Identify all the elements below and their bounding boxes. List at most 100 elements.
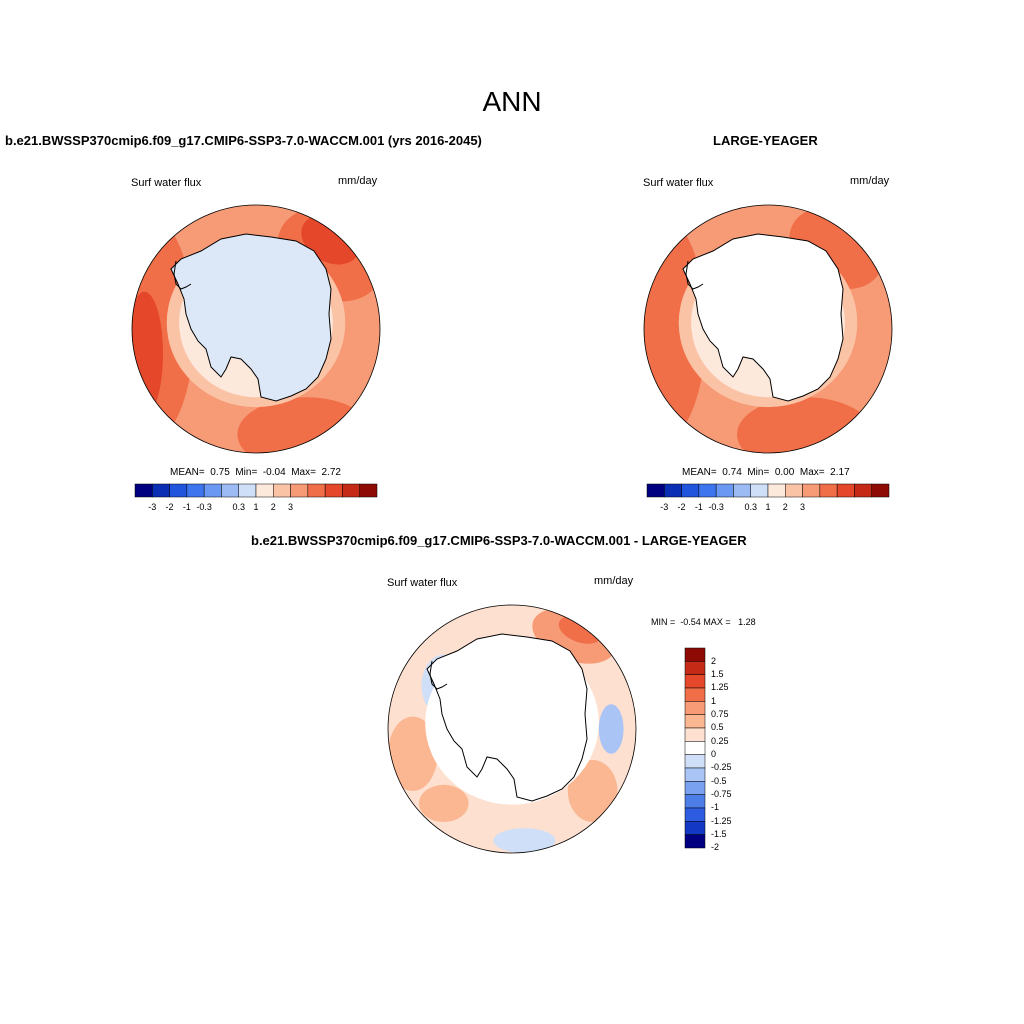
panel-3-variable-label: Surf water flux [387,577,458,589]
panel-3-colorbar-swatch [684,767,706,782]
panel-2-max-label: Max= [799,467,825,478]
panel-3-contour-blob [388,716,438,791]
panel-3-colorbar-tick-label: 0.25 [711,735,729,746]
panel-2-antarctica-outline [682,233,844,402]
panel-3-colorbar-tick-label: 1.25 [711,682,729,693]
panel-3-colorbar-tick-label: -0.25 [711,762,732,773]
panel-1-variable-label: Surf water flux [131,177,202,189]
panel-1-stats: MEAN= 0.75 Min= -0.04 Max= 2.72 [170,467,341,478]
panel-3-colorbar-tick-label: -2 [711,842,720,853]
panel-3-colorbar-tick-label: 1.5 [711,669,724,679]
panel-3-colorbar-swatch [684,727,706,742]
panel-1-colorbar-tick-label: 0.3 [232,502,245,512]
panel-3-colorbar-swatch [684,754,706,769]
panel-3-max-value: 1.28 [738,617,756,627]
panel-2-colorbar: -3 -2 -1 -0.3 0.3 1 2 3 [646,483,890,514]
panel-1-colorbar-tick-label: 1 [253,502,259,512]
panel-3-colorbar-swatch [684,741,706,755]
panel-3-colorbar-swatch [684,661,706,675]
panel-3-colorbar-swatch [684,687,706,702]
panel-1-title: b.e21.BWSSP370cmip6.f09_g17.CMIP6-SSP3-7… [5,133,482,148]
panel-2-min-label: Min= [747,467,770,478]
panel-2-colorbar-tick-label: 1 [765,502,771,512]
panel-3-colorbar-tick-label: 2 [711,655,717,666]
panel-2-mean-value: 0.74 [722,467,742,478]
panel-1-colorbar-tick-label: 2 [270,502,276,512]
panel-3-colorbar: 2 1.5 1.25 1 0.75 0.5 0.25 0 -0.25 -0.5 -0.75 -1 -1.… [684,647,745,852]
panel-2-colorbar-swatch [871,483,890,498]
panel-2-map-border [643,204,893,454]
panel-2-contour-blob [644,217,706,441]
panel-3-colorbar-tick-label: 0.5 [711,722,724,733]
panel-3-contour-blob [493,828,556,853]
panel-1-colorbar-tick-label: -1 [182,502,191,512]
panel-1-min-value: -0.04 [262,467,286,478]
panel-3-colorbar-tick-label: -0.5 [711,775,727,786]
panel-1-colorbar-swatch [359,483,378,498]
panel-3-contour-blob [567,760,618,822]
panel-2-title: LARGE-YEAGER [713,133,818,148]
figure-title: ANN [482,86,542,117]
panel-3-colorbar-swatch [684,821,706,835]
panel-3-title: b.e21.BWSSP370cmip6.f09_g17.CMIP6-SSP3-7… [251,533,747,548]
panel-3-colorbar-tick-label: 0 [711,749,717,759]
panel-2-variable-label: Surf water flux [643,177,714,189]
panel-2-colorbar-tick-label: 3 [800,502,806,512]
panel-1-units-label: mm/day [338,175,378,187]
panel-3-colorbar-tick-label: -1.5 [711,829,727,839]
panel-3-field [388,605,636,853]
panel-1-colorbar-tick-label: -3 [148,502,157,512]
panel-2-field [644,205,892,453]
panel-3-colorbar-tick-label: -1.25 [711,815,732,826]
panel-3-antarctica-outline [426,633,588,802]
panel-2-colorbar-tick-label: 0.3 [744,502,757,512]
panel-1-field [132,205,380,453]
panel-3-colorbar-swatch [684,674,706,689]
panel-3-min-label: MIN = [651,617,676,627]
panel-1-mean-value: 0.75 [210,467,230,478]
panel-3-colorbar-tick-label: 0.75 [711,709,729,719]
panel-1-colorbar-tick-label: -0.3 [196,502,212,512]
panel-1-colorbar-tick-label: -2 [165,502,174,512]
panel-1-mean-label: MEAN= [170,467,205,478]
panel-1-colorbar: -3 -2 -1 -0.3 0.3 1 2 3 [134,483,378,514]
panel-2-colorbar-tick-label: 2 [782,502,788,512]
panel-1-colorbar-tick-label: 3 [288,502,294,512]
panel-2-min-value: 0.00 [774,467,795,478]
panel-2-units-label: mm/day [850,175,890,187]
panel-3-colorbar-swatch [684,701,706,715]
panel-3-colorbar-swatch [684,781,706,795]
panel-3-min-value: -0.54 [680,617,701,627]
panel-1-map-border [131,204,381,454]
panel-2-stats: MEAN= 0.74 Min= 0.00 Max= 2.17 [682,467,850,478]
panel-1-max-label: Max= [291,467,316,478]
panel-1-min-label: Min= [235,467,258,478]
panel-3-colorbar-swatch [684,834,706,849]
panel-2-max-value: 2.17 [830,467,850,478]
panel-3-colorbar-tick-label: 1 [711,695,717,706]
panel-3-peninsula-outline [429,660,448,690]
panel-1-antarctica-outline [170,233,332,402]
panel-3-minmax: MIN = -0.54 MAX = 1.28 [651,617,756,627]
panel-3-colorbar-swatch [684,714,706,729]
panel-2-mean-label: MEAN= [682,467,717,478]
panel-3-colorbar-tick-label: -0.75 [711,789,732,799]
panel-3-max-label: MAX = [703,617,731,627]
panel-3-contour-blob [598,704,624,754]
panel-2-colorbar-tick-label: -1 [694,502,703,512]
panel-1-peninsula-outline [173,260,192,290]
panel-3-colorbar-swatch [684,794,706,809]
panel-2-colorbar-tick-label: -2 [677,502,686,512]
panel-3-colorbar-tick-label: -1 [711,802,720,813]
panel-3-units-label: mm/day [594,575,634,587]
panel-3-colorbar-swatch [684,647,706,662]
panel-2-colorbar-tick-label: -3 [660,502,669,512]
panel-2-peninsula-outline [685,260,704,290]
panel-3-colorbar-swatch [684,807,706,822]
panel-3-map-border [387,604,637,854]
panel-3-contour-blob [419,784,469,823]
panel-1-max-value: 2.72 [321,467,341,478]
